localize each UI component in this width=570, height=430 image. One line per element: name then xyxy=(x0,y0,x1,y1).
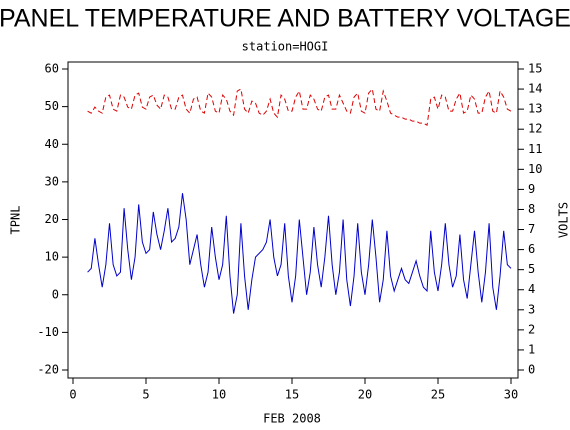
y2-tick-label: 1 xyxy=(528,342,535,356)
y2-tick-label: 4 xyxy=(528,282,535,296)
plot-frame xyxy=(67,61,519,379)
data-line xyxy=(87,193,512,314)
y2-tick-label: 13 xyxy=(528,102,542,116)
y-axis-label: TPNL xyxy=(9,206,23,235)
y2-tick-label: 5 xyxy=(528,262,535,276)
y2-tick-label: 3 xyxy=(528,302,535,316)
y2-tick-label: 0 xyxy=(528,363,535,377)
x-tick-label: 25 xyxy=(431,388,445,402)
y-tick-label: -20 xyxy=(37,363,59,377)
y2-tick-label: 10 xyxy=(528,162,542,176)
y2-tick-label: 7 xyxy=(528,222,535,236)
y-tick-label: 20 xyxy=(45,212,59,226)
x-tick-label: 5 xyxy=(142,388,149,402)
y-tick-label: 30 xyxy=(45,174,59,188)
x-axis-label: FEB 2008 xyxy=(263,412,321,426)
y2-tick-label: 9 xyxy=(528,182,535,196)
x-tick-label: 15 xyxy=(285,388,299,402)
x-tick-label: 20 xyxy=(358,388,372,402)
y2-tick-label: 15 xyxy=(528,62,542,76)
x-tick-label: 0 xyxy=(69,388,76,402)
y2-tick-label: 6 xyxy=(528,242,535,256)
y2-tick-label: 14 xyxy=(528,82,542,96)
y-tick-label: 0 xyxy=(52,287,59,301)
y-tick-label: 60 xyxy=(45,62,59,76)
data-line xyxy=(87,87,512,126)
y-tick-label: 50 xyxy=(45,99,59,113)
x-tick-label: 10 xyxy=(212,388,226,402)
y-tick-label: 40 xyxy=(45,137,59,151)
y2-tick-label: 11 xyxy=(528,142,542,156)
y2-tick-label: 2 xyxy=(528,322,535,336)
x-tick-label: 30 xyxy=(504,388,518,402)
chart-title: PANEL TEMPERATURE AND BATTERY VOLTAGE xyxy=(0,5,570,33)
y-tick-label: -10 xyxy=(37,325,59,339)
y2-tick-label: 12 xyxy=(528,122,542,136)
chart-subtitle: station=HOGI xyxy=(242,40,329,54)
y2-axis-label: VOLTS xyxy=(557,202,570,238)
y2-tick-label: 8 xyxy=(528,202,535,216)
y-tick-label: 10 xyxy=(45,250,59,264)
